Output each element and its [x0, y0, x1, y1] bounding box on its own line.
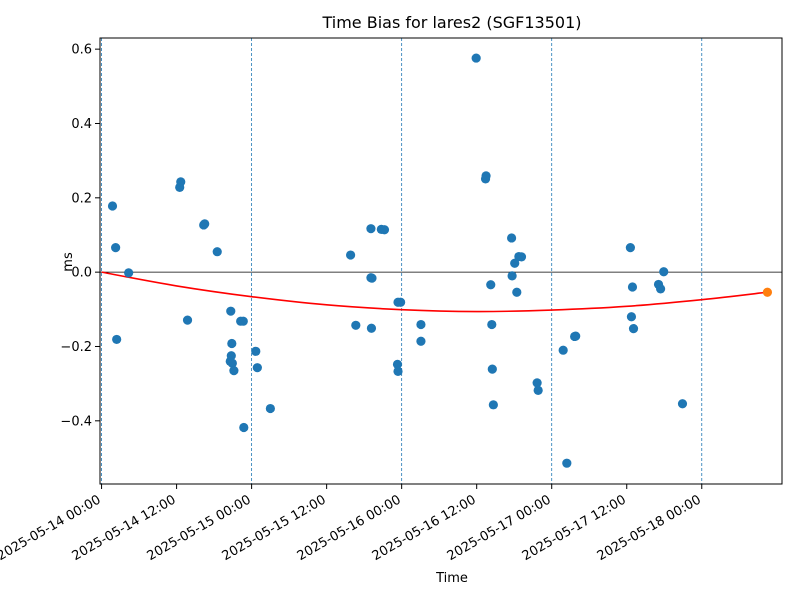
- y-tick-label: 0.4: [71, 117, 92, 132]
- data-point: [416, 336, 426, 346]
- y-axis-ticks: 0.6 0.4 0.2 0.0 −0.2 −0.4: [60, 43, 100, 429]
- data-point: [532, 378, 542, 388]
- data-point: [510, 258, 520, 268]
- data-point: [239, 422, 249, 433]
- data-point: [393, 366, 403, 376]
- data-point: [251, 346, 261, 356]
- y-tick-label: 0.2: [71, 191, 92, 206]
- data-point: [656, 284, 666, 294]
- data-point: [562, 458, 572, 468]
- data-point: [487, 364, 497, 374]
- data-point: [416, 319, 426, 330]
- data-point: [488, 400, 498, 410]
- y-axis-label: ms: [61, 252, 76, 272]
- data-point: [200, 219, 210, 229]
- day-boundary-lines: [101, 38, 703, 484]
- data-point: [677, 399, 688, 409]
- data-point: [366, 323, 377, 333]
- x-axis-label: Time: [435, 571, 468, 586]
- data-point: [507, 271, 517, 281]
- data-point: [471, 53, 481, 63]
- data-point: [627, 282, 638, 292]
- data-point: [626, 312, 637, 322]
- data-point: [107, 201, 118, 211]
- data-point: [111, 243, 121, 253]
- data-point: [625, 243, 635, 253]
- data-point: [487, 319, 497, 330]
- data-point: [229, 366, 239, 376]
- data-point: [558, 345, 568, 355]
- data-point: [252, 363, 262, 373]
- data-point: [512, 287, 522, 297]
- y-tick-label: 0.6: [71, 43, 92, 58]
- chart-title: Time Bias for lares2 (SGF13501): [321, 13, 581, 32]
- y-tick-label: −0.2: [60, 340, 92, 355]
- data-point: [351, 320, 361, 330]
- data-points: [107, 53, 688, 468]
- y-tick-label: 0.0: [71, 266, 92, 281]
- data-point: [265, 403, 275, 414]
- data-point: [367, 273, 377, 283]
- data-point: [366, 224, 376, 234]
- y-tick-label: −0.4: [60, 414, 92, 429]
- data-point: [506, 233, 517, 243]
- highlight-points: [762, 287, 773, 297]
- data-point: [481, 171, 491, 181]
- data-point: [396, 297, 406, 307]
- data-point: [379, 225, 390, 235]
- data-point: [346, 250, 356, 260]
- plot-frame: [99, 37, 783, 485]
- data-point: [182, 315, 193, 325]
- data-point: [212, 247, 222, 257]
- data-point: [176, 177, 186, 187]
- data-point: [659, 267, 669, 277]
- data-point: [112, 334, 122, 345]
- data-point: [238, 316, 248, 326]
- data-point: [227, 358, 237, 368]
- fit-curve: [101, 271, 768, 313]
- data-point: [392, 359, 403, 369]
- data-point: [516, 252, 527, 262]
- data-point: [533, 385, 543, 395]
- highlight-point: [762, 287, 773, 297]
- data-point: [486, 280, 496, 290]
- data-point: [124, 268, 134, 278]
- data-point: [628, 324, 639, 334]
- data-point: [571, 331, 581, 341]
- data-point: [226, 306, 236, 316]
- data-point: [227, 338, 237, 349]
